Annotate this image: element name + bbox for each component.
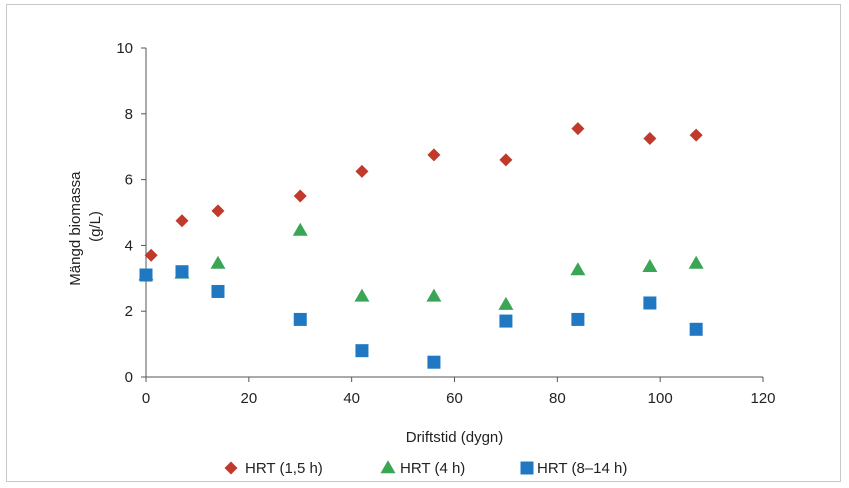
x-tick-label: 0 [142,390,150,407]
y-tick-label: 10 [116,40,133,57]
diamond-data-point [144,248,158,262]
y-tick-label: 0 [125,369,133,386]
y-axis-label-line-1: Mängd biomassa [67,171,84,286]
legend-label: HRT (1,5 h) [245,460,323,477]
y-tick-label: 8 [125,106,133,123]
diamond-data-point [499,153,513,167]
x-tick-label: 20 [240,390,257,407]
diamond-data-point [643,131,657,145]
triangle-data-point [498,296,514,310]
chart-frame [6,4,841,482]
square-data-point [355,344,369,358]
x-tick-label: 120 [750,390,775,407]
legend-triangle-marker [380,460,396,474]
square-data-point [139,268,153,282]
diamond-data-point [211,204,225,218]
legend-square-marker [520,461,534,475]
y-tick-label: 2 [125,303,133,320]
data-points [138,122,704,369]
triangle-data-point [642,258,658,272]
legend: HRT (1,5 h) HRT (4 h) HRT (8–14 h) [224,460,627,477]
legend-label: HRT (8–14 h) [537,460,627,477]
square-data-point [293,312,307,326]
square-data-point [689,322,703,336]
y-tick-label: 4 [125,237,133,254]
diamond-data-point [571,122,585,136]
legend-item: HRT (8–14 h) [520,460,627,477]
triangle-data-point [210,255,226,269]
x-tick-label: 80 [549,390,566,407]
x-tick-label: 100 [648,390,673,407]
triangle-data-point [570,262,586,276]
legend-diamond-marker [224,461,238,475]
square-data-point [427,355,441,369]
x-axis-label: Driftstid (dygn) [406,429,504,446]
square-data-point [571,312,585,326]
triangle-data-point [354,288,370,302]
y-tick-label: 6 [125,172,133,189]
diamond-data-point [689,128,703,142]
diamond-data-point [293,189,307,203]
axes [141,47,764,382]
triangle-data-point [426,288,442,302]
diamond-data-point [175,214,189,228]
square-data-point [175,265,189,279]
diamond-data-point [427,148,441,162]
legend-item: HRT (1,5 h) [224,460,323,477]
triangle-data-point [292,222,308,236]
y-axis-label: Mängd biomassa (g/L) [67,167,104,285]
legend-label: HRT (4 h) [400,460,465,477]
square-data-point [643,296,657,310]
x-tick-label: 40 [343,390,360,407]
diamond-data-point [355,164,369,178]
x-tick-label: 60 [446,390,463,407]
y-axis-label-line-2: (g/L) [87,211,104,242]
square-data-point [211,284,225,298]
triangle-data-point [688,255,704,269]
square-data-point [499,314,513,328]
legend-item: HRT (4 h) [380,460,465,477]
